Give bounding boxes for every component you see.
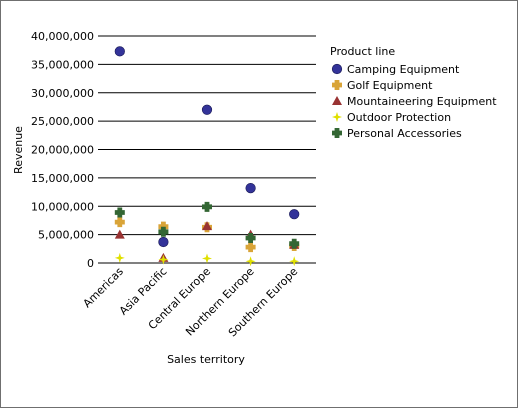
data-points — [114, 46, 300, 267]
legend-label: Mountaineering Equipment — [347, 95, 497, 108]
data-point — [289, 209, 300, 220]
data-point — [289, 238, 300, 249]
data-point — [202, 253, 212, 264]
legend-marker — [332, 80, 342, 90]
y-tick-label: 40,000,000 — [31, 30, 94, 43]
data-point — [158, 226, 169, 237]
data-point — [114, 207, 125, 218]
legend-marker — [332, 112, 342, 122]
y-tick-label: 0 — [87, 257, 94, 270]
y-axis-ticks: 0 5,000,000 10,000,000 15,000,000 20,000,000… — [31, 30, 94, 270]
x-tick-label: Americas — [81, 265, 127, 311]
y-tick-label: 35,000,000 — [31, 58, 94, 71]
data-point — [158, 221, 169, 232]
data-point — [158, 236, 169, 248]
data-point — [158, 254, 169, 265]
data-point — [289, 256, 300, 267]
legend-label: Camping Equipment — [347, 63, 460, 76]
legend-title: Product line — [330, 45, 395, 58]
legend-marker — [332, 128, 342, 139]
data-point — [245, 182, 256, 194]
legend-marker — [332, 96, 342, 105]
x-axis-title: Sales territory — [167, 353, 245, 366]
y-tick-label: 20,000,000 — [31, 144, 94, 157]
legend-label: Personal Accessories — [347, 127, 462, 140]
data-point — [114, 229, 125, 239]
data-point — [245, 242, 256, 253]
gridlines — [98, 35, 316, 264]
y-tick-label: 10,000,000 — [31, 200, 94, 213]
legend-marker — [331, 63, 343, 75]
y-tick-label: 15,000,000 — [31, 172, 94, 185]
y-tick-label: 30,000,000 — [31, 87, 94, 100]
data-point — [114, 46, 125, 57]
data-point — [202, 221, 212, 231]
data-point — [202, 201, 213, 212]
legend-label: Golf Equipment — [347, 79, 433, 92]
legend: Product line Camping Equipment Golf Equip… — [330, 45, 497, 140]
y-axis-title: Revenue — [12, 126, 25, 174]
y-tick-label: 5,000,000 — [38, 229, 94, 242]
data-point — [245, 233, 256, 244]
data-point — [201, 104, 213, 115]
data-point — [114, 252, 125, 263]
data-point — [245, 256, 256, 267]
data-point — [114, 217, 125, 228]
legend-label: Outdoor Protection — [347, 111, 451, 124]
y-tick-label: 25,000,000 — [31, 115, 94, 128]
